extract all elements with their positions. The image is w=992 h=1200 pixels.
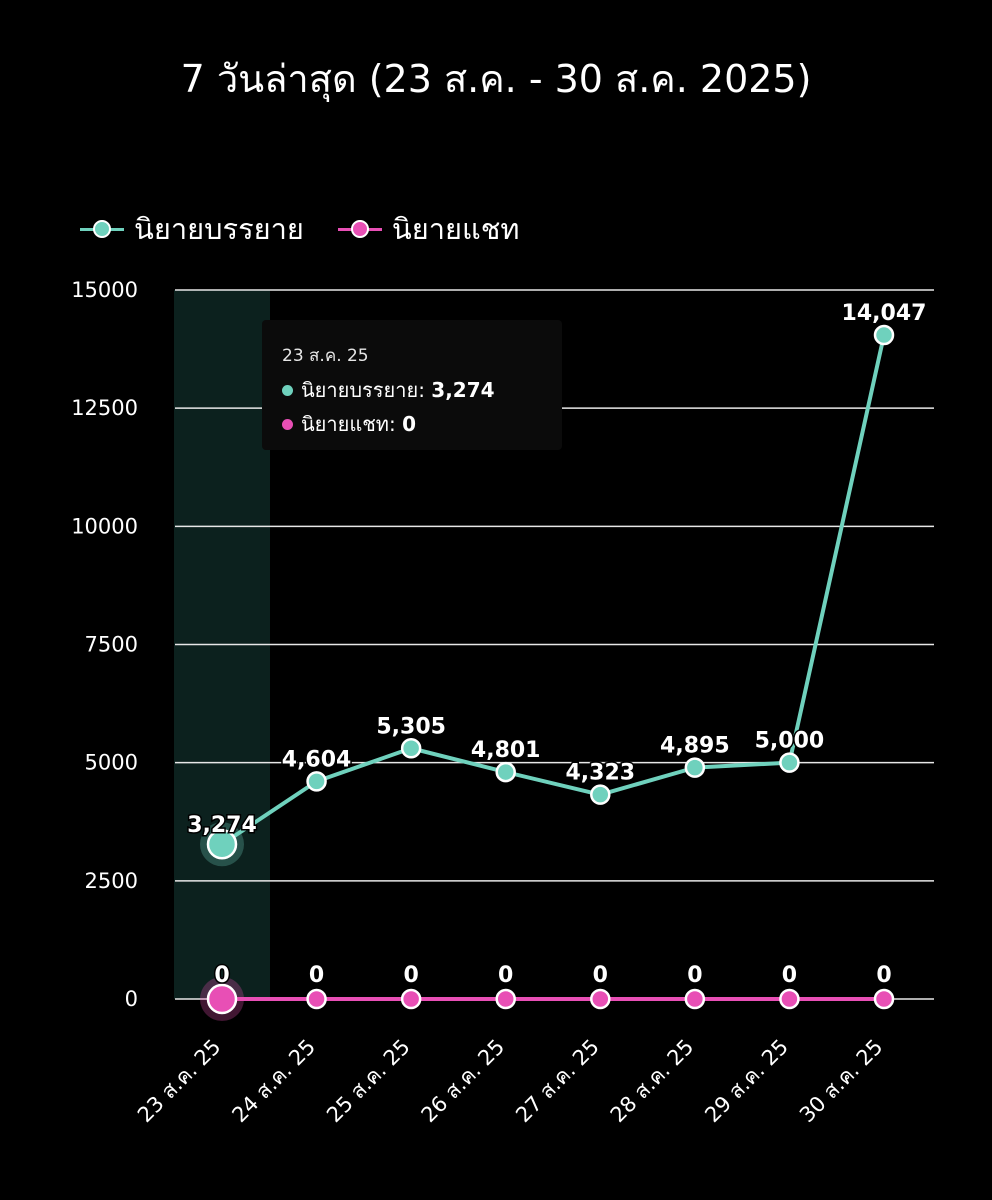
y-tick-label: 10000 bbox=[71, 514, 138, 538]
data-label-chat: 0 bbox=[403, 963, 418, 988]
x-tick-label: 23 ส.ค. 25 bbox=[133, 1035, 226, 1128]
tooltip-label-chat: นิยายแชท: bbox=[301, 412, 403, 436]
tooltip-row-chat: นิยายแชท: 0 bbox=[282, 408, 416, 440]
data-label-chat: 0 bbox=[687, 963, 702, 988]
data-label-narrative: 5,305 bbox=[376, 714, 446, 739]
data-label-chat: 0 bbox=[782, 963, 797, 988]
x-tick-label: 27 ส.ค. 25 bbox=[511, 1035, 604, 1128]
data-point-narrative bbox=[206, 828, 238, 860]
data-label-narrative: 4,323 bbox=[565, 761, 635, 786]
x-tick-label: 28 ส.ค. 25 bbox=[606, 1035, 699, 1128]
x-tick-label: 30 ส.ค. 25 bbox=[795, 1035, 888, 1128]
data-point-chat bbox=[495, 988, 516, 1010]
data-point-narrative bbox=[306, 771, 327, 792]
data-point-chat bbox=[590, 988, 611, 1010]
data-label-narrative: 5,000 bbox=[755, 729, 825, 754]
legend-marker-narrative-icon bbox=[80, 219, 124, 239]
legend-label-narrative: นิยายบรรยาย bbox=[134, 212, 304, 246]
y-tick-label: 15000 bbox=[71, 278, 138, 302]
data-label-chat: 0 bbox=[309, 963, 324, 988]
tooltip-dot-narrative-icon bbox=[282, 384, 293, 396]
legend: นิยายบรรยาย นิยายแชท bbox=[80, 206, 520, 252]
data-label-narrative: 4,895 bbox=[660, 734, 730, 759]
series-line-narrative bbox=[220, 334, 886, 846]
x-tick-label: 29 ส.ค. 25 bbox=[700, 1035, 793, 1128]
y-tick-label: 5000 bbox=[85, 751, 138, 775]
legend-marker-chat-icon bbox=[337, 219, 382, 239]
x-tick-label: 26 ส.ค. 25 bbox=[417, 1035, 510, 1128]
legend-label-chat: นิยายแชท bbox=[391, 212, 520, 246]
data-point-chat bbox=[400, 988, 422, 1010]
tooltip-label-narrative: นิยายบรรยาย: bbox=[301, 378, 432, 402]
tooltip-date: 23 ส.ค. 25 bbox=[282, 346, 369, 366]
data-label-chat: 0 bbox=[498, 963, 513, 988]
y-tick-label: 7500 bbox=[85, 633, 138, 657]
tooltip-dot-chat-icon bbox=[282, 418, 293, 430]
data-point-chat bbox=[873, 988, 895, 1010]
data-point-narrative bbox=[684, 757, 706, 778]
tooltip-value-chat: 0 bbox=[402, 412, 417, 436]
data-point-narrative bbox=[400, 738, 422, 759]
data-label-chat: 0 bbox=[593, 963, 608, 988]
chart-title: 7 วันล่าสุด (23 ส.ค. - 30 ส.ค. 2025) bbox=[180, 57, 812, 101]
data-label-narrative: 4,801 bbox=[471, 738, 541, 763]
data-point-chat bbox=[306, 988, 327, 1010]
tooltip: 23 ส.ค. 25 นิยายบรรยาย: 3,274 นิยายแชท: … bbox=[262, 320, 562, 450]
legend-item-chat[interactable]: นิยายแชท bbox=[337, 206, 520, 252]
y-tick-label: 2500 bbox=[85, 869, 138, 893]
y-tick-label: 0 bbox=[125, 987, 138, 1011]
tooltip-row-narrative: นิยายบรรยาย: 3,274 bbox=[282, 374, 495, 406]
data-point-chat bbox=[206, 983, 238, 1015]
x-tick-label: 25 ส.ค. 25 bbox=[322, 1035, 415, 1128]
data-point-narrative bbox=[873, 324, 895, 346]
data-label-narrative: 3,274 bbox=[187, 813, 257, 838]
data-point-chat bbox=[684, 988, 706, 1010]
data-label-chat: 0 bbox=[876, 963, 891, 988]
y-tick-label: 12500 bbox=[71, 396, 138, 420]
data-point-chat bbox=[779, 988, 800, 1010]
data-point-narrative bbox=[779, 752, 800, 773]
data-point-narrative bbox=[590, 784, 611, 805]
x-tick-label: 24 ส.ค. 25 bbox=[227, 1035, 320, 1128]
legend-item-narrative[interactable]: นิยายบรรยาย bbox=[80, 206, 304, 252]
data-label-narrative: 4,604 bbox=[282, 747, 352, 772]
data-label-chat: 0 bbox=[214, 963, 229, 988]
data-label-narrative: 14,047 bbox=[842, 301, 927, 326]
tooltip-value-narrative: 3,274 bbox=[431, 378, 495, 402]
data-point-narrative bbox=[495, 761, 516, 783]
